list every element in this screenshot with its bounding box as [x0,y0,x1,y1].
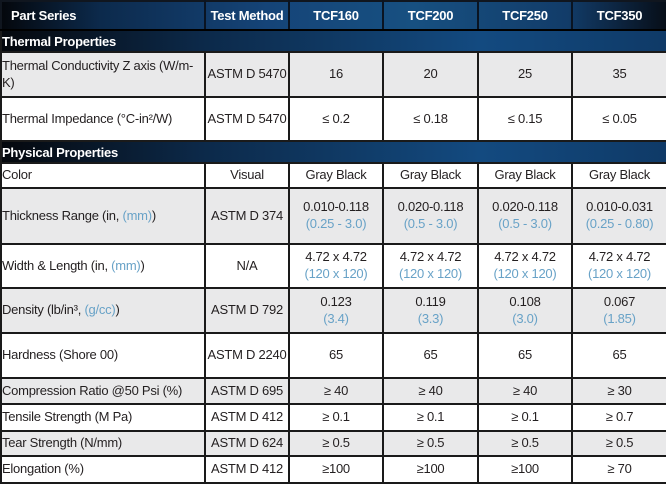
value-cell: ≤ 0.18 [382,96,479,142]
row-label: Color [0,162,206,189]
value-cell: ≥ 40 [477,377,573,405]
test-method-cell: ASTM D 792 [204,287,290,334]
row-compression-ratio: Compression Ratio @50 Psi (%) ASTM D 695… [0,377,666,405]
table-header-row: Part Series Test Method TCF160 TCF200 TC… [0,0,666,31]
value-cell: 0.108 (3.0) [477,287,573,334]
section-title-thermal-properties: Thermal Properties [0,29,666,53]
test-method-cell: ASTM D 374 [204,187,290,245]
value-cell: 16 [288,51,384,98]
test-method-cell: ASTM D 2240 [204,332,290,379]
value-cell: Gray Black [477,162,573,189]
value-cell: 25 [477,51,573,98]
value-cell: ≤ 0.2 [288,96,384,142]
value-cell: 65 [382,332,479,379]
value-cell: ≥ 0.1 [382,403,479,432]
header-part-series: Part Series [0,0,206,31]
row-label: Thickness Range (in, (mm)) [0,187,206,245]
value-cell: 35 [571,51,666,98]
test-method-cell: ASTM D 624 [204,430,290,457]
value-cell: 65 [477,332,573,379]
section-row-thermal: Thermal Properties [0,29,666,53]
test-method-cell: ASTM D 695 [204,377,290,405]
section-row-physical: Physical Properties [0,140,666,164]
value-cell: 20 [382,51,479,98]
metric-unit-label: (mm) [122,207,152,223]
row-elongation: Elongation (%) ASTM D 412 ≥100 ≥100 ≥100… [0,455,666,484]
row-color: Color Visual Gray Black Gray Black Gray … [0,162,666,189]
row-label: Thermal Conductivity Z axis (W/m-K) [0,51,206,98]
test-method-cell: ASTM D 5470 [204,51,290,98]
row-thermal-impedance: Thermal Impedance (°C-in²/W) ASTM D 5470… [0,96,666,142]
row-label: Tear Strength (N/mm) [0,430,206,457]
metric-unit-label: (g/cc) [84,302,116,318]
row-thickness-range: Thickness Range (in, (mm)) ASTM D 374 0.… [0,187,666,245]
header-product-tcf350: TCF350 [571,0,666,31]
value-cell: 4.72 x 4.72 (120 x 120) [477,243,573,289]
test-method-cell: ASTM D 412 [204,403,290,432]
row-width-length: Width & Length (in, (mm)) N/A 4.72 x 4.7… [0,243,666,289]
row-hardness: Hardness (Shore 00) ASTM D 2240 65 65 65… [0,332,666,379]
value-cell: 0.123 (3.4) [288,287,384,334]
value-cell: ≥100 [477,455,573,484]
value-cell: 0.010-0.118 (0.25 - 3.0) [288,187,384,245]
test-method-cell: ASTM D 5470 [204,96,290,142]
value-cell: ≥ 40 [288,377,384,405]
row-density: Density (lb/in³, (g/cc)) ASTM D 792 0.12… [0,287,666,334]
section-title-physical-properties: Physical Properties [0,140,666,164]
value-cell: ≥ 70 [571,455,666,484]
value-cell: 4.72 x 4.72 (120 x 120) [571,243,666,289]
row-label: Hardness (Shore 00) [0,332,206,379]
header-product-tcf160: TCF160 [288,0,384,31]
value-cell: 4.72 x 4.72 (120 x 120) [382,243,479,289]
row-label: Compression Ratio @50 Psi (%) [0,377,206,405]
value-cell: 0.119 (3.3) [382,287,479,334]
value-cell: 4.72 x 4.72 (120 x 120) [288,243,384,289]
header-product-tcf200: TCF200 [382,0,479,31]
row-label: Density (lb/in³, (g/cc)) [0,287,206,334]
test-method-cell: ASTM D 412 [204,455,290,484]
row-label: Width & Length (in, (mm)) [0,243,206,289]
value-cell: Gray Black [288,162,384,189]
header-test-method: Test Method [204,0,290,31]
row-thermal-conductivity: Thermal Conductivity Z axis (W/m-K) ASTM… [0,51,666,98]
value-cell: ≤ 0.05 [571,96,666,142]
value-cell: ≤ 0.15 [477,96,573,142]
row-tensile-strength: Tensile Strength (M Pa) ASTM D 412 ≥ 0.1… [0,403,666,432]
value-cell: 65 [288,332,384,379]
row-tear-strength: Tear Strength (N/mm) ASTM D 624 ≥ 0.5 ≥ … [0,430,666,457]
row-label: Elongation (%) [0,455,206,484]
value-cell: ≥ 0.5 [382,430,479,457]
header-product-tcf250: TCF250 [477,0,573,31]
value-cell: ≥100 [288,455,384,484]
value-cell: 0.020-0.118 (0.5 - 3.0) [382,187,479,245]
value-cell: ≥ 0.7 [571,403,666,432]
value-cell: 65 [571,332,666,379]
value-cell: Gray Black [382,162,479,189]
value-cell: 0.067 (1.85) [571,287,666,334]
value-cell: Gray Black [571,162,666,189]
test-method-cell: N/A [204,243,290,289]
row-label: Tensile Strength (M Pa) [0,403,206,432]
value-cell: 0.020-0.118 (0.5 - 3.0) [477,187,573,245]
value-cell: ≥ 0.1 [477,403,573,432]
value-cell: ≥ 40 [382,377,479,405]
value-cell: ≥ 0.5 [288,430,384,457]
value-cell: ≥ 0.1 [288,403,384,432]
value-cell: ≥ 0.5 [477,430,573,457]
metric-unit-label: (mm) [111,257,141,273]
test-method-cell: Visual [204,162,290,189]
value-cell: ≥ 0.5 [571,430,666,457]
value-cell: ≥100 [382,455,479,484]
value-cell: ≥ 30 [571,377,666,405]
row-label: Thermal Impedance (°C-in²/W) [0,96,206,142]
value-cell: 0.010-0.031 (0.25 - 0.80) [571,187,666,245]
